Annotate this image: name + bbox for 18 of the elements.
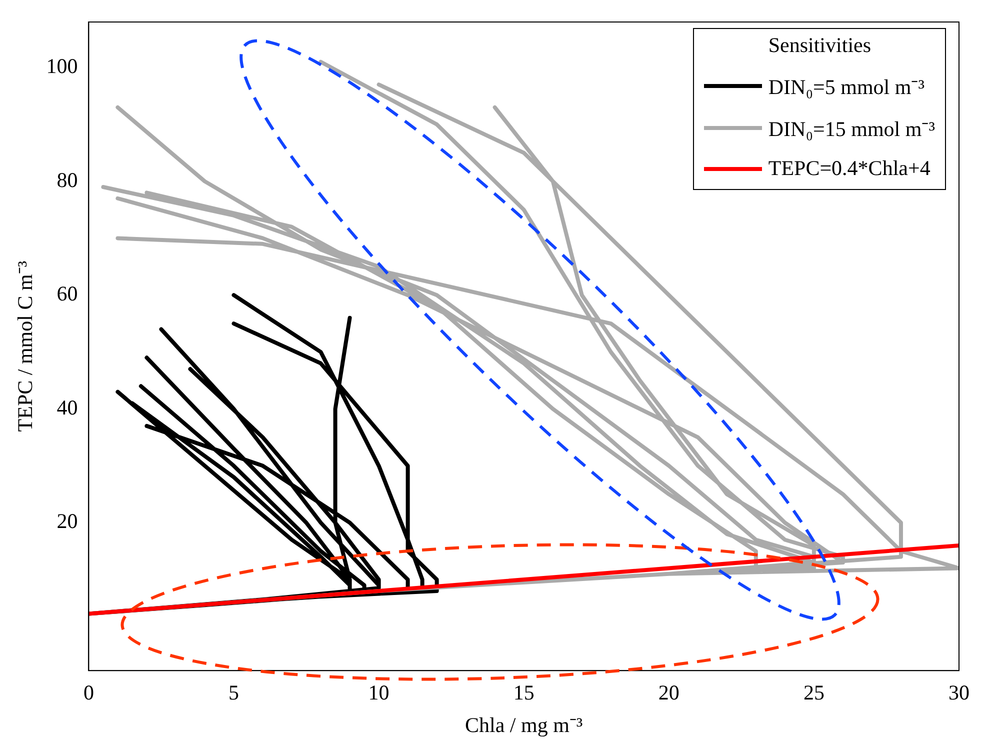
y-tick-label: 100 [46, 54, 78, 78]
legend-label: DIN₀=15 mmol m⁻³ [768, 116, 935, 142]
x-tick-label: 10 [368, 680, 390, 705]
y-tick-label: 80 [56, 168, 78, 192]
x-tick-label: 25 [803, 680, 824, 705]
y-tick-label: 60 [56, 282, 78, 306]
x-tick-label: 5 [228, 680, 239, 705]
legend-title: Sensitivities [767, 33, 872, 58]
y-tick-label: 20 [56, 509, 78, 534]
legend-label: DIN₀=5 mmol m⁻³ [768, 74, 924, 100]
x-tick-label: 15 [513, 680, 534, 705]
x-axis-title: Chla / mg m⁻³ [464, 712, 583, 737]
y-tick-label: 40 [56, 395, 78, 420]
x-tick-label: 20 [658, 680, 680, 705]
x-tick-label: 0 [83, 680, 94, 705]
legend-label: TEPC=0.4*Chla+4 [768, 156, 930, 181]
y-axis-title: TEPC / mmol C m⁻³ [13, 260, 38, 432]
x-tick-label: 30 [948, 680, 970, 705]
